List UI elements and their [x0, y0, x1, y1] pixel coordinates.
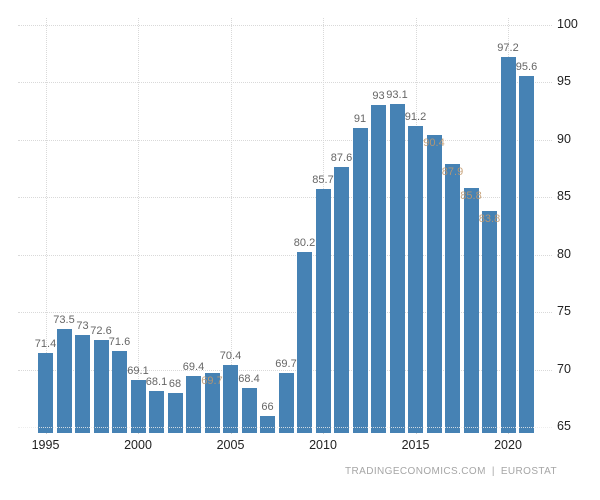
bar-2019[interactable]: [482, 211, 497, 433]
y-tick-label: 70: [557, 361, 571, 376]
bar-2003[interactable]: [186, 376, 201, 433]
bar-label-2011: 87.6: [330, 152, 353, 165]
bar-1998[interactable]: [93, 339, 109, 433]
bar-label-2006: 68.4: [238, 372, 260, 385]
y-tick-label: 95: [557, 74, 571, 89]
bar-1995[interactable]: [38, 353, 53, 433]
bar-2021[interactable]: [519, 75, 534, 433]
y-tick-label: 80: [557, 246, 571, 261]
bar-1997[interactable]: [75, 335, 90, 433]
attribution-separator: |: [491, 466, 495, 477]
bar-label-2001: 68.1: [145, 376, 168, 389]
bar-label-2015: 91.2: [404, 111, 427, 124]
x-tick-label: 1995: [31, 438, 60, 452]
attribution-source: TRADINGECONOMICS.COM: [345, 466, 486, 477]
y-tick-label: 65: [557, 419, 571, 433]
y-gridline: [18, 369, 552, 371]
bar-2013[interactable]: [371, 105, 386, 433]
bar-2006[interactable]: [241, 387, 257, 433]
y-gridline: [18, 254, 552, 256]
x-gridline: [138, 18, 139, 433]
bar-label-2020: 97.2: [497, 42, 519, 55]
y-gridline: [18, 139, 552, 141]
y-gridline: [18, 197, 552, 199]
x-tick-label: 2010: [309, 438, 337, 452]
bar-label-2013: 93: [372, 90, 385, 103]
bar-2012[interactable]: [352, 128, 368, 433]
bar-2018[interactable]: [463, 188, 479, 433]
y-tick-label: 100: [557, 17, 578, 31]
bar-1999[interactable]: [112, 351, 127, 433]
x-tick-label: 2020: [494, 438, 522, 452]
bar-2008[interactable]: [278, 373, 294, 433]
attribution-provider: EUROSTAT: [500, 466, 557, 477]
bar-label-2019: 83.8: [478, 213, 501, 226]
bar-2010[interactable]: [315, 189, 331, 433]
bar-2011[interactable]: [334, 167, 349, 433]
bar-label-2017: 87.9: [441, 165, 464, 178]
bar-label-1997: 73: [76, 320, 89, 333]
bar-label-2005: 70.4: [219, 349, 242, 362]
bar-label-2004: 69.7: [201, 375, 223, 388]
bar-2015[interactable]: [408, 126, 423, 433]
bar-label-1998: 72.6: [90, 324, 112, 337]
bar-2016[interactable]: [426, 135, 442, 433]
bar-label-2003: 69.4: [182, 361, 205, 374]
bar-2004[interactable]: [204, 373, 220, 433]
bar-2020[interactable]: [500, 57, 516, 433]
bar-2007[interactable]: [260, 415, 275, 433]
bar-label-2010: 85.7: [312, 174, 334, 187]
bar-2002[interactable]: [167, 392, 183, 433]
bar-label-1995: 71.4: [34, 338, 57, 351]
bar-label-2009: 80.2: [293, 237, 316, 250]
bar-2001[interactable]: [149, 391, 164, 433]
bar-label-2012: 91: [353, 113, 367, 126]
bar-label-1999: 71.6: [108, 336, 131, 349]
x-gridline: [45, 18, 47, 433]
bar-label-2007: 66: [261, 400, 274, 413]
y-gridline: [18, 25, 552, 26]
y-tick-label: 75: [557, 304, 571, 319]
x-tick-label: 2015: [401, 438, 430, 452]
bar-2005[interactable]: [223, 364, 238, 433]
bar-1996[interactable]: [56, 329, 72, 433]
bar-2014[interactable]: [389, 104, 405, 433]
bar-label-2014: 93.1: [386, 89, 408, 102]
y-gridline: [18, 82, 552, 84]
baseline-gridline: [18, 427, 552, 428]
bar-label-2018: 85.8: [460, 190, 482, 203]
bar-label-2000: 69.1: [127, 364, 149, 377]
bar-label-2002: 68: [168, 377, 182, 390]
bar-label-2016: 90.4: [423, 137, 445, 150]
x-tick-label: 2005: [216, 438, 245, 452]
y-tick-label: 90: [557, 131, 571, 146]
bar-2000[interactable]: [130, 379, 146, 433]
y-tick-label: 85: [557, 189, 571, 204]
x-tick-label: 2000: [124, 438, 152, 452]
attribution: TRADINGECONOMICS.COM | EUROSTAT: [342, 466, 560, 477]
bar-label-2008: 69.7: [275, 358, 297, 371]
bar-2009[interactable]: [297, 252, 312, 433]
bar-2017[interactable]: [445, 163, 460, 433]
y-gridline: [18, 312, 552, 314]
bar-label-2021: 95.6: [515, 60, 538, 73]
bar-label-1996: 73.5: [53, 314, 75, 327]
x-gridline: [230, 18, 232, 433]
